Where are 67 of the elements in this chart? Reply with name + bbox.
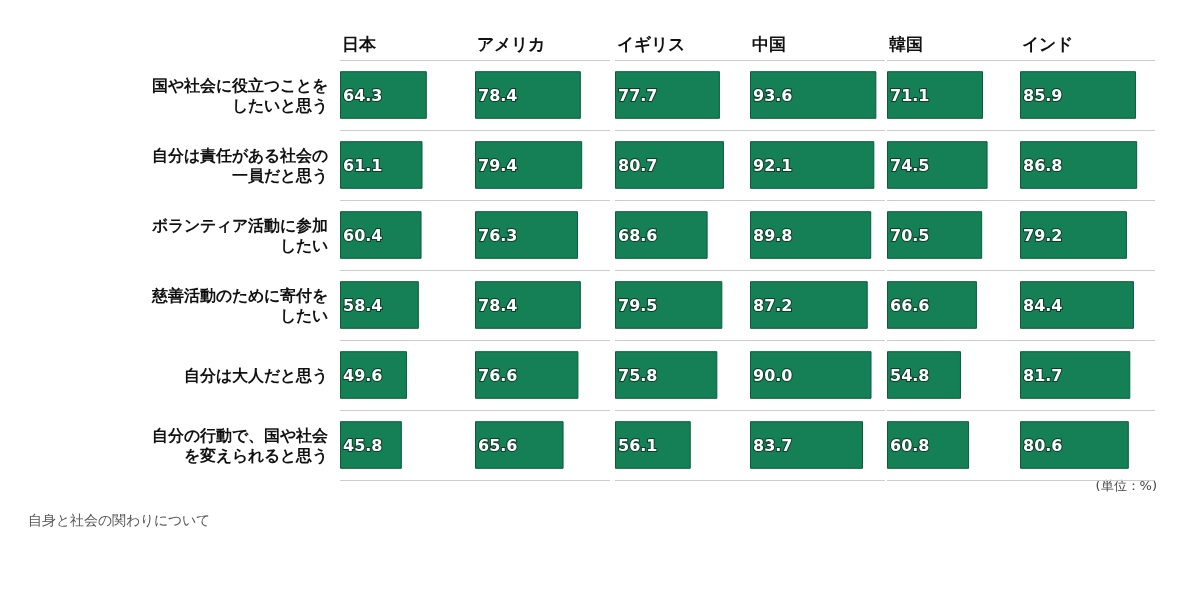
data-label: 77.7 — [618, 85, 658, 105]
data-label: 90.0 — [753, 365, 793, 385]
bar — [615, 141, 724, 189]
data-label: 58.4 — [343, 295, 383, 315]
data-label: 76.3 — [478, 225, 518, 245]
data-label: 74.5 — [890, 155, 930, 175]
bar — [340, 71, 427, 119]
bar — [615, 211, 708, 259]
bar — [475, 71, 581, 119]
y-tick-label: 自分は大人だと思う — [184, 365, 328, 385]
data-label: 79.4 — [478, 155, 518, 175]
data-label: 81.7 — [1023, 365, 1063, 385]
data-label: 86.8 — [1023, 155, 1063, 175]
bar — [340, 211, 422, 259]
data-label: 79.5 — [618, 295, 658, 315]
bar — [475, 351, 579, 399]
y-tick-label: ボランティア活動に参加したい — [151, 215, 328, 255]
data-label: 68.6 — [618, 225, 658, 245]
y-tick-label: 慈善活動のために寄付をしたい — [151, 285, 328, 325]
data-label: 84.4 — [1023, 295, 1063, 315]
bar — [475, 281, 581, 329]
data-label: 79.2 — [1023, 225, 1063, 245]
data-label: 45.8 — [343, 435, 383, 455]
bar — [475, 141, 583, 189]
y-tick-label: 自分は責任がある社会の一員だと思う — [152, 145, 328, 185]
data-label: 80.7 — [618, 155, 658, 175]
data-label: 60.4 — [343, 225, 383, 245]
data-label: 64.3 — [343, 85, 383, 105]
bar — [615, 71, 720, 119]
bar — [475, 421, 564, 469]
data-label: 65.6 — [478, 435, 518, 455]
y-tick-label: 自分の行動で、国や社会を変えられると思う — [152, 425, 329, 465]
bar — [887, 281, 977, 329]
data-label: 89.8 — [753, 225, 793, 245]
bar — [887, 211, 983, 259]
data-label: 76.6 — [478, 365, 518, 385]
data-label: 71.1 — [890, 85, 930, 105]
bar — [340, 141, 423, 189]
chart-title: イギリス — [617, 33, 685, 54]
data-label: 93.6 — [753, 85, 793, 105]
data-label: 78.4 — [478, 295, 518, 315]
bar — [475, 211, 579, 259]
data-label: 56.1 — [618, 435, 658, 455]
data-label: 61.1 — [343, 155, 383, 175]
data-label: 78.4 — [478, 85, 518, 105]
chart-title: 韓国 — [889, 33, 923, 54]
bar — [887, 71, 983, 119]
text: 自身と社会の関わりについて — [28, 512, 210, 528]
bar — [615, 281, 723, 329]
data-label: 80.6 — [1023, 435, 1063, 455]
data-label: 70.5 — [890, 225, 930, 245]
data-label: 92.1 — [753, 155, 793, 175]
data-label: 66.6 — [890, 295, 930, 315]
data-label: 83.7 — [753, 435, 793, 455]
bar — [615, 351, 718, 399]
chart-title: インド — [1022, 33, 1073, 54]
data-label: 54.8 — [890, 365, 930, 385]
chart-title: アメリカ — [477, 33, 545, 54]
data-label: 75.8 — [618, 365, 658, 385]
data-label: 60.8 — [890, 435, 930, 455]
data-label: 85.9 — [1023, 85, 1063, 105]
chart-title: 中国 — [752, 33, 786, 54]
data-label: 49.6 — [343, 365, 383, 385]
y-tick-label: 国や社会に役立つことをしたいと思う — [152, 75, 328, 115]
data-label: 87.2 — [753, 295, 793, 315]
bar — [887, 141, 988, 189]
chart-title: 日本 — [342, 33, 377, 54]
